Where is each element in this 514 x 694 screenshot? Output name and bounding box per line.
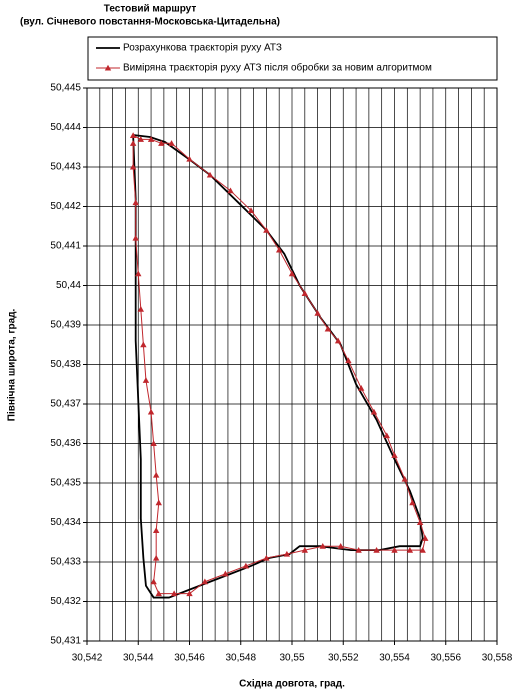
- legend-label: Розрахункова траєкторія руху АТЗ: [123, 43, 282, 54]
- y-tick-label: 50,437: [50, 399, 81, 410]
- data-point: [140, 341, 147, 348]
- data-point: [129, 140, 137, 146]
- data-point: [337, 543, 344, 549]
- data-point: [155, 590, 162, 597]
- data-point: [158, 140, 165, 146]
- data-point: [383, 432, 391, 439]
- data-point: [416, 519, 424, 526]
- data-point: [422, 535, 429, 541]
- data-point: [222, 570, 229, 577]
- data-point: [129, 163, 137, 170]
- y-tick-label: 50,434: [50, 517, 81, 528]
- data-point: [150, 578, 157, 585]
- data-point: [129, 132, 137, 138]
- data-point: [301, 546, 309, 553]
- y-tick-label: 50,435: [50, 478, 81, 489]
- data-point: [419, 546, 426, 553]
- data-point: [373, 546, 380, 553]
- data-point: [391, 452, 398, 458]
- data-point: [150, 440, 157, 447]
- data-point: [263, 554, 270, 561]
- data-point: [409, 499, 416, 506]
- data-point: [391, 546, 398, 553]
- data-point: [283, 550, 291, 557]
- data-point: [152, 554, 160, 561]
- data-point: [301, 290, 309, 296]
- data-point: [345, 357, 352, 364]
- x-tick-label: 30,552: [328, 653, 359, 664]
- data-point: [288, 270, 296, 277]
- x-axis-label: Східна довгота, град.: [239, 679, 345, 690]
- x-tick-label: 30,542: [72, 653, 103, 664]
- data-point: [314, 309, 321, 316]
- y-tick-label: 50,441: [50, 241, 81, 252]
- y-tick-label: 50,445: [50, 83, 81, 94]
- y-tick-label: 50,442: [50, 201, 81, 212]
- data-point: [242, 562, 250, 569]
- y-tick-label: 50,438: [50, 359, 81, 370]
- data-point: [275, 246, 283, 253]
- x-tick-label: 30,558: [482, 653, 513, 664]
- legend-marker: [104, 64, 112, 71]
- legend-label: Виміряна траєкторія руху АТЗ після оброб…: [123, 62, 432, 74]
- data-point: [152, 471, 160, 478]
- y-axis-label: Північна широта, град.: [7, 309, 18, 422]
- data-point: [227, 187, 234, 194]
- data-point: [319, 543, 326, 549]
- y-tick-label: 50,436: [50, 438, 81, 449]
- y-tick-label: 50,431: [50, 636, 81, 647]
- y-tick-label: 50,443: [50, 162, 81, 173]
- data-point: [357, 385, 365, 391]
- chart-title: Тестовий маршрут: [104, 4, 197, 15]
- y-tick-label: 50,439: [50, 320, 81, 331]
- data-point: [132, 234, 139, 241]
- data-point: [142, 377, 150, 383]
- chart-subtitle: (вул. Січневого повстання-Московська-Цит…: [20, 17, 280, 28]
- data-point: [135, 270, 142, 277]
- data-point: [170, 590, 178, 597]
- data-point: [137, 306, 145, 312]
- data-point: [168, 140, 175, 146]
- data-point: [206, 171, 214, 178]
- legend-box: [87, 36, 498, 81]
- data-point: [263, 227, 270, 233]
- data-point: [152, 527, 160, 533]
- y-tick-label: 50,444: [50, 122, 81, 133]
- data-point: [247, 207, 255, 214]
- y-tick-label: 50,44: [56, 280, 81, 291]
- data-point: [201, 578, 209, 585]
- x-tick-label: 30,556: [430, 653, 461, 664]
- series-line: [132, 134, 426, 595]
- data-point: [155, 499, 162, 506]
- y-tick-label: 50,433: [50, 557, 81, 568]
- data-point: [147, 408, 155, 415]
- x-tick-label: 30,546: [174, 653, 205, 664]
- y-tick-label: 50,432: [50, 596, 81, 607]
- x-tick-label: 30,55: [279, 653, 304, 664]
- x-tick-label: 30,548: [225, 653, 256, 664]
- data-point: [147, 136, 155, 142]
- data-point: [406, 546, 414, 553]
- data-point: [137, 136, 145, 142]
- data-point: [355, 546, 362, 553]
- x-tick-label: 30,544: [123, 653, 154, 664]
- data-point: [334, 337, 342, 344]
- data-point: [186, 155, 193, 162]
- data-point: [370, 408, 378, 415]
- data-point: [324, 325, 332, 332]
- data-point: [186, 590, 193, 597]
- data-point: [401, 475, 408, 482]
- data-point: [132, 199, 139, 206]
- x-tick-label: 30,554: [379, 653, 410, 664]
